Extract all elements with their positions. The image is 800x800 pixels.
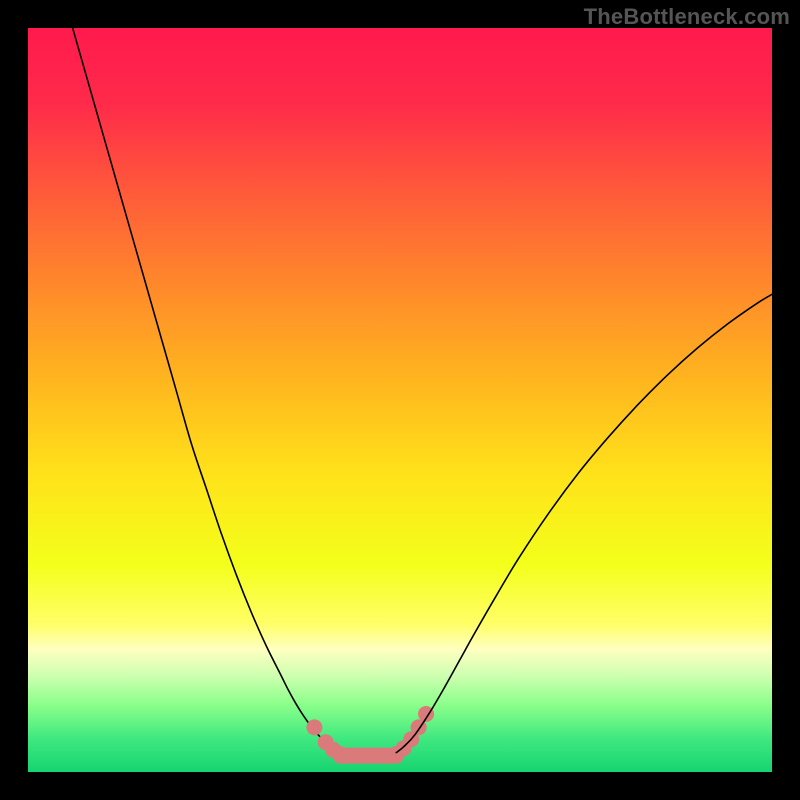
plot-svg (28, 28, 772, 772)
plot-background (28, 28, 772, 772)
marker-markers-left (306, 719, 322, 735)
watermark-text: TheBottleneck.com (584, 4, 790, 30)
plot-area (28, 28, 772, 772)
chart-frame: TheBottleneck.com (0, 0, 800, 800)
